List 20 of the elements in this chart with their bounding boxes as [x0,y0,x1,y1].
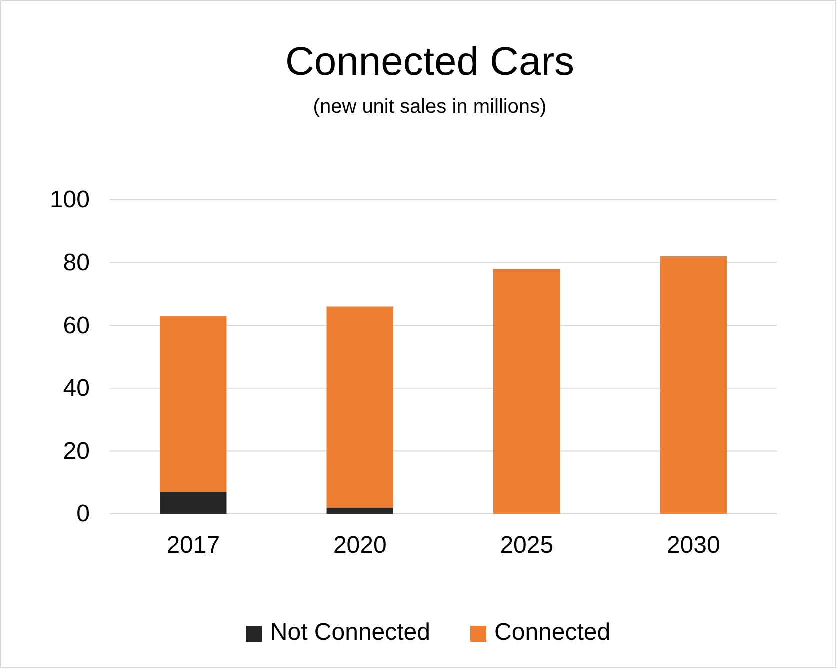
bar [494,269,560,514]
bar [660,256,727,514]
y-tick-label: 40 [63,375,90,402]
chart-subtitle: (new unit sales in millions) [313,96,547,118]
y-tick-label: 0 [76,500,90,528]
y-tick-label: 60 [63,312,90,340]
y-tick-label: 100 [50,186,90,214]
bar [160,492,227,514]
bar [326,508,394,514]
legend-label: Connected [494,619,611,646]
x-tick-label: 2017 [166,532,220,560]
x-tick-label: 2030 [666,532,720,560]
y-tick-label: 80 [63,249,90,276]
y-tick-label: 20 [63,438,90,465]
bar [326,306,394,508]
x-tick-label: 2025 [500,532,554,560]
chart-title: Connected Cars [285,40,575,84]
legend-label: Not Connected [270,619,431,646]
x-tick-label: 2020 [333,532,387,560]
bar [160,316,227,492]
